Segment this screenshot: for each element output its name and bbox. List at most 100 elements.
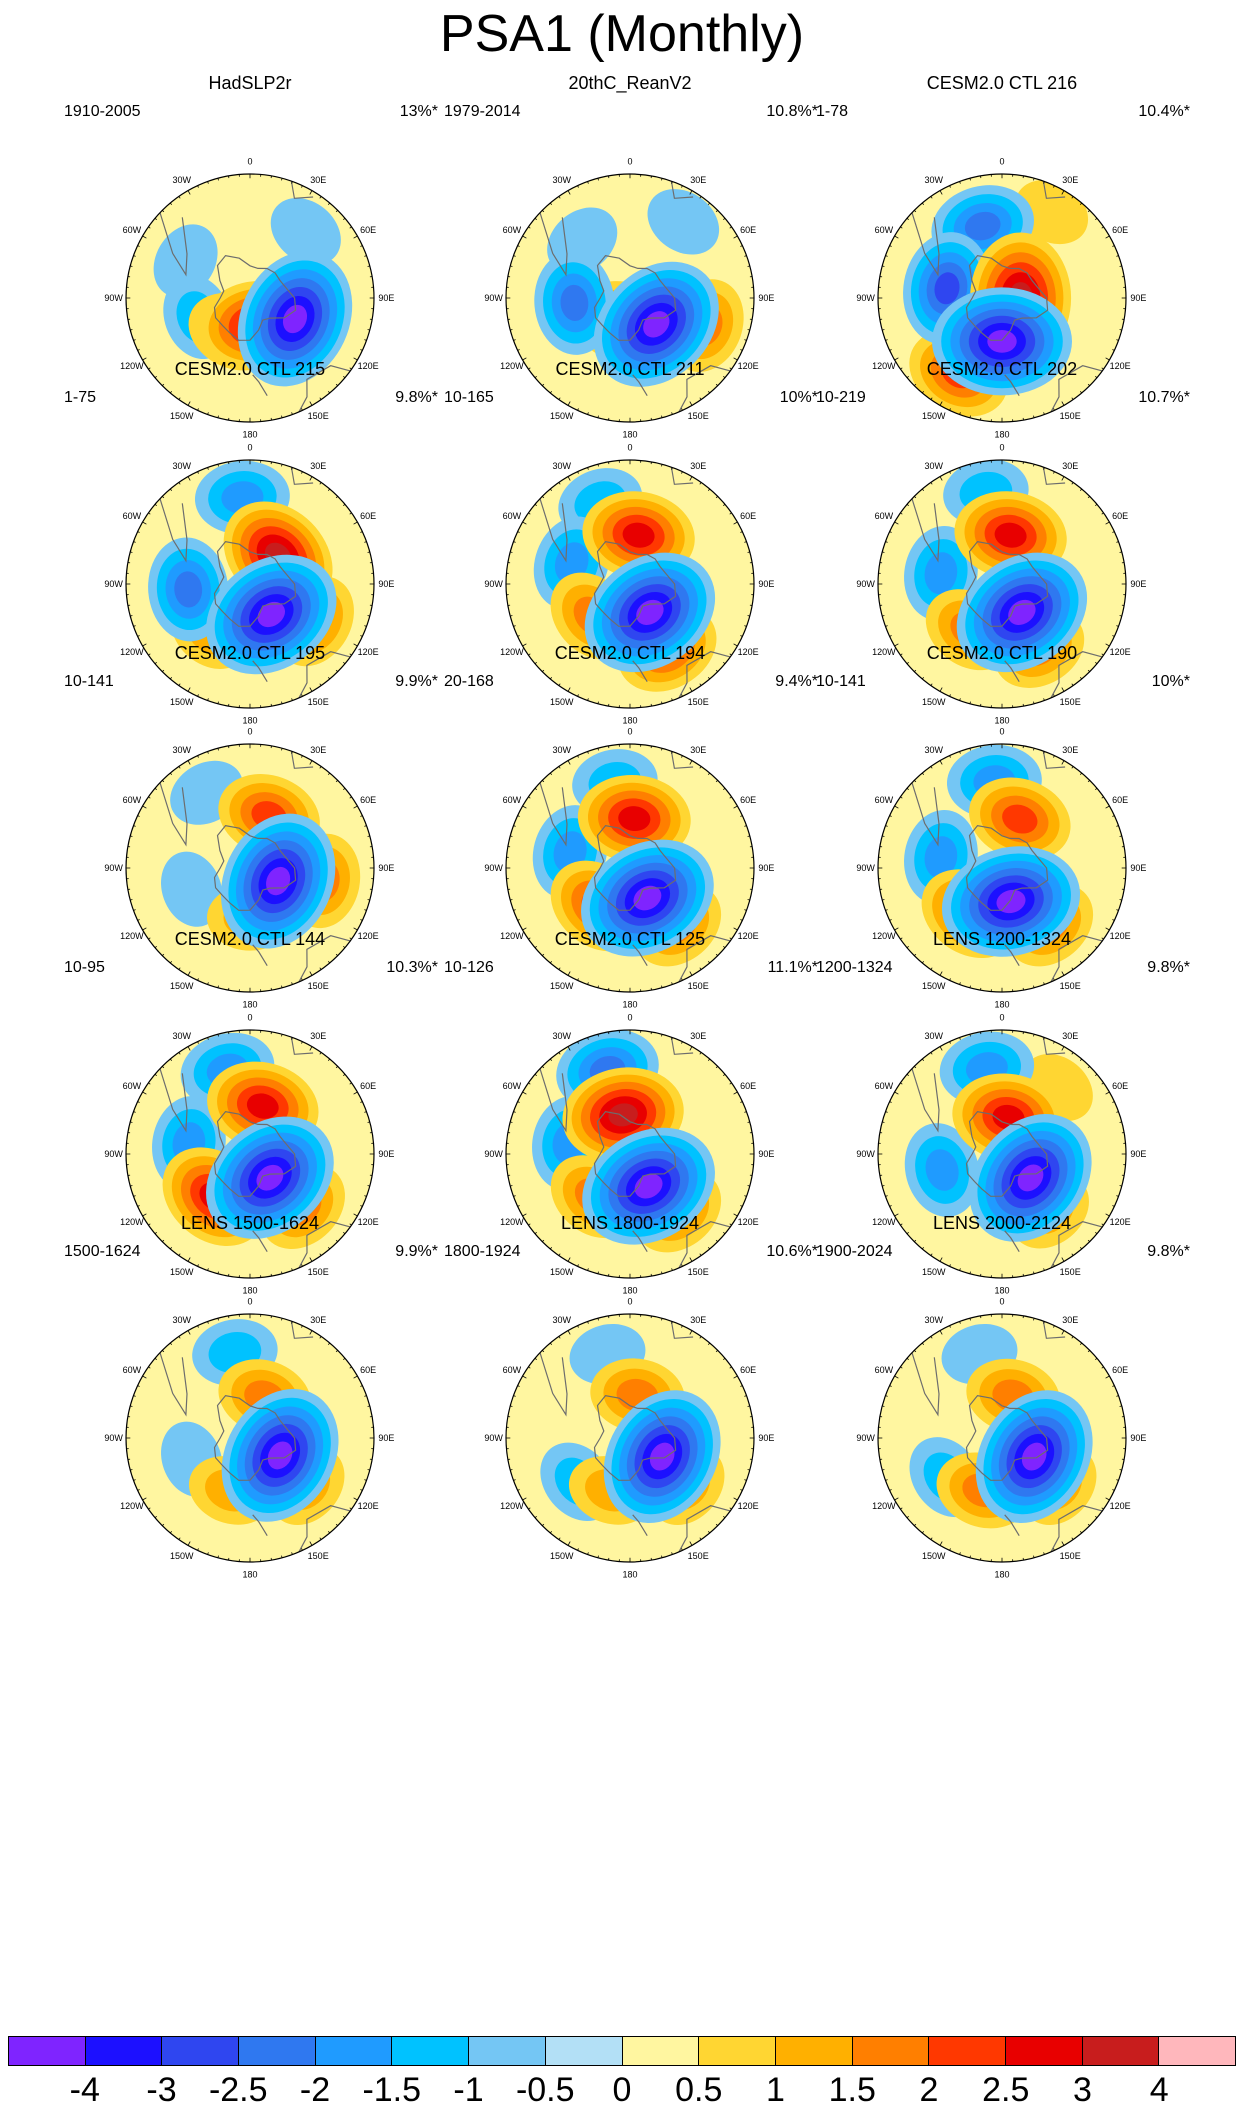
longitude-label: 30W — [925, 745, 944, 755]
longitude-label: 30E — [690, 745, 706, 755]
map-panel: CESM2.0 CTL 190 10-141 10%* 0 30E 60E 90E 120E 1… — [802, 642, 1202, 1026]
polar-map: 0 30E 60E 90E 120E 150E 180 150W 120W 90W 60W 30W — [856, 1297, 1146, 1580]
map-tick — [534, 503, 537, 507]
map-tick — [882, 899, 885, 901]
longitude-label: 150W — [922, 981, 946, 991]
map-tick — [1116, 541, 1119, 543]
map-tick — [597, 1318, 599, 1321]
map-tick — [301, 978, 303, 981]
longitude-label: 30E — [1062, 461, 1078, 471]
colorbar-tick-label: 2 — [919, 2071, 939, 2109]
longitude-label: 150E — [308, 697, 329, 707]
longitude-label: 120E — [1110, 931, 1131, 941]
longitude-label: 90E — [1130, 1149, 1146, 1159]
map-tick — [689, 190, 693, 195]
map-tick — [142, 521, 147, 525]
new-zealand-coastline — [252, 660, 268, 683]
map-tick — [744, 825, 747, 827]
australia-coastline — [1045, 365, 1109, 421]
new-zealand-coastline — [632, 1514, 648, 1537]
map-tick — [217, 178, 219, 181]
longitude-label: 90E — [378, 863, 394, 873]
map-tick — [1079, 1531, 1083, 1534]
map-tick — [930, 1336, 933, 1339]
map-tick — [133, 1395, 136, 1397]
map-tick — [528, 512, 531, 515]
map-tick — [733, 357, 738, 361]
longitude-label: 60E — [740, 511, 756, 521]
map-tick — [747, 835, 750, 837]
map-tick — [671, 412, 673, 415]
map-tick — [148, 1223, 151, 1226]
map-tick — [542, 953, 545, 956]
map-tick — [661, 701, 663, 704]
map-tick — [217, 701, 219, 704]
map-tick — [707, 961, 711, 964]
map-tick — [1095, 1515, 1098, 1519]
new-zealand-coastline — [632, 1230, 648, 1253]
map-tick — [1043, 751, 1045, 754]
longitude-label: 120E — [1110, 1501, 1131, 1511]
map-tick — [597, 748, 599, 751]
map-tick — [1043, 1037, 1045, 1040]
map-tick — [740, 1489, 743, 1491]
map-tick — [597, 415, 599, 418]
longitude-label: 60E — [1112, 225, 1128, 235]
map-tick — [133, 541, 136, 543]
map-tick — [154, 1515, 157, 1519]
map-tick — [360, 635, 363, 637]
map-tick — [744, 339, 747, 341]
antarctica-coastline — [213, 254, 297, 341]
map-tick — [914, 210, 917, 213]
map-tick — [747, 615, 750, 617]
map-tick — [747, 1185, 750, 1187]
map-tick — [939, 1257, 943, 1262]
map-tick — [1119, 1405, 1122, 1407]
australia-coastline — [293, 1221, 357, 1277]
australia-coastline — [293, 1505, 357, 1561]
map-tick — [1116, 339, 1119, 341]
map-tick — [744, 1195, 747, 1197]
longitude-label: 120W — [872, 1217, 896, 1227]
map-tick — [597, 1271, 599, 1274]
map-tick — [707, 1247, 711, 1250]
south-america-coastline — [909, 775, 940, 847]
field-contour — [161, 851, 223, 927]
map-tick — [567, 1046, 571, 1051]
map-tick — [169, 677, 173, 680]
map-tick — [522, 643, 527, 647]
longitude-label: 150E — [1060, 1551, 1081, 1561]
map-tick — [301, 1041, 303, 1044]
map-tick — [558, 1336, 561, 1339]
longitude-label: 60E — [740, 1081, 756, 1091]
map-tick — [513, 1479, 516, 1481]
map-tick — [577, 1325, 579, 1328]
south-america-coastline — [537, 1061, 568, 1133]
map-tick — [969, 748, 971, 751]
map-tick — [900, 1223, 903, 1226]
longitude-label: 60W — [123, 1365, 142, 1375]
longitude-label: 120E — [358, 647, 379, 657]
map-tick — [1061, 687, 1065, 692]
africa-coastline — [669, 174, 694, 199]
map-tick — [528, 1507, 531, 1510]
map-tick — [142, 805, 147, 809]
map-tick — [567, 971, 571, 976]
map-tick — [715, 496, 718, 499]
map-tick — [154, 217, 157, 221]
colorbar-tick-label: -2 — [299, 2071, 331, 2109]
map-tick — [889, 635, 892, 637]
map-tick — [367, 615, 370, 617]
map-tick — [528, 937, 531, 940]
map-tick — [1071, 967, 1074, 970]
map-tick — [522, 357, 527, 361]
map-tick — [130, 551, 133, 553]
map-tick — [729, 512, 732, 515]
map-tick — [207, 982, 209, 985]
longitude-label: 90W — [856, 1149, 875, 1159]
longitude-label: 60W — [875, 1365, 894, 1375]
map-tick — [217, 415, 219, 418]
map-tick — [197, 978, 199, 981]
map-tick — [364, 1195, 367, 1197]
panel-variance: 9.8%* — [1147, 959, 1190, 976]
